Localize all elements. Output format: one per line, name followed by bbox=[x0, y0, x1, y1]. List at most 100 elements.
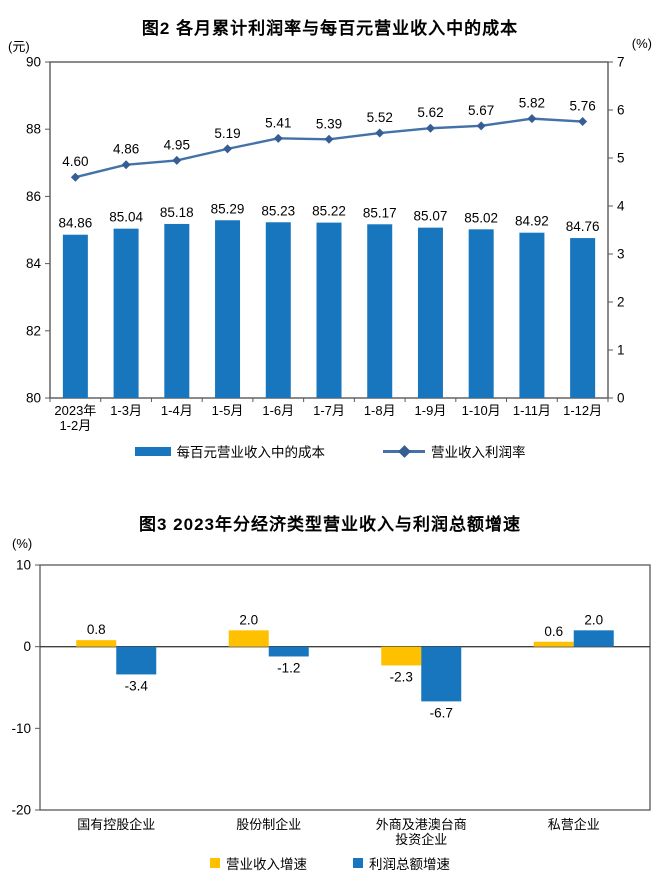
x-category-label: 1-11月 bbox=[513, 403, 551, 418]
cost-bar-label: 85.04 bbox=[109, 210, 143, 225]
left-tick-label: -20 bbox=[11, 803, 31, 818]
left-tick-label: -10 bbox=[11, 721, 31, 736]
cost-bar bbox=[164, 223, 190, 398]
cost-bar bbox=[215, 220, 241, 398]
line-marker bbox=[375, 128, 385, 138]
legend-label-profit-growth: 利润总额增速 bbox=[369, 857, 450, 872]
legend-item-profit-line: 营业收入利润率 bbox=[383, 441, 526, 461]
figure-2-title: 图2 各月累计利润率与每百元营业收入中的成本 bbox=[141, 19, 519, 38]
figure-3-legend: 营业收入增速 利润总额增速 bbox=[0, 853, 660, 873]
x-category-label: 1-12月 bbox=[563, 403, 602, 418]
left-tick-label: 88 bbox=[26, 122, 41, 137]
x-category-label: 国有控股企业 bbox=[77, 817, 155, 832]
cost-bar-label: 85.18 bbox=[160, 205, 194, 220]
profit-rate-label: 5.82 bbox=[519, 96, 545, 111]
plot-border bbox=[39, 564, 651, 811]
profit-rate-label: 5.67 bbox=[468, 103, 494, 118]
legend-item-revenue-growth: 营业收入增速 bbox=[210, 853, 307, 873]
figure-3-plot-canvas: 10 0 -10 -20 0.8 -3.4 国有控股企业 2.0 -1.2 股份制企业 -2.3 -6… bbox=[11, 558, 651, 847]
right-tick-label: 3 bbox=[617, 247, 625, 262]
line-marker bbox=[223, 144, 233, 154]
line-marker bbox=[172, 155, 182, 165]
x-category-label: 1-2月 bbox=[59, 418, 91, 433]
x-category-label: 1-5月 bbox=[212, 403, 244, 418]
bar-value-label: 2.0 bbox=[239, 612, 258, 627]
line-marker bbox=[273, 133, 283, 143]
cost-bar-label: 85.23 bbox=[261, 203, 295, 218]
line-series-swatch bbox=[383, 444, 425, 458]
x-category-label: 1-4月 bbox=[161, 403, 193, 418]
revenue-growth-bar bbox=[228, 630, 269, 647]
figure-3-axis-unit: (%) bbox=[12, 536, 33, 551]
cost-bar bbox=[113, 228, 139, 398]
left-tick-label: 90 bbox=[26, 55, 41, 70]
profit-rate-label: 5.39 bbox=[316, 116, 342, 131]
x-category-label: 1-6月 bbox=[262, 403, 294, 418]
bar-value-label: -2.3 bbox=[390, 669, 413, 684]
revenue-growth-bar bbox=[381, 646, 422, 666]
bar-value-label: 2.0 bbox=[584, 612, 603, 627]
bar-value-label: -1.2 bbox=[277, 660, 300, 675]
right-tick-label: 5 bbox=[617, 151, 625, 166]
figure-3-grouped-bar-chart: 图3 2023年分经济类型营业收入与利润总额增速 (%) 10 0 -10 -20 0.… bbox=[0, 490, 660, 885]
cost-bar-label: 85.29 bbox=[211, 201, 245, 216]
legend-item-profit-growth: 利润总额增速 bbox=[353, 853, 450, 873]
left-tick-label: 0 bbox=[23, 639, 31, 654]
profit-growth-bar bbox=[268, 646, 309, 657]
x-category-label: 外商及港澳台商 bbox=[376, 817, 467, 832]
cost-bar bbox=[316, 222, 342, 398]
revenue-growth-bar bbox=[533, 641, 574, 647]
cost-bar-label: 85.02 bbox=[464, 210, 498, 225]
cost-bar-label: 85.07 bbox=[414, 209, 448, 224]
figure-3-title: 图3 2023年分经济类型营业收入与利润总额增速 bbox=[139, 515, 521, 534]
profit-rate-label: 4.95 bbox=[164, 137, 190, 152]
cost-bar bbox=[519, 232, 545, 398]
legend-label-revenue-growth: 营业收入增速 bbox=[226, 857, 307, 872]
right-tick-label: 2 bbox=[617, 295, 625, 310]
legend-item-cost-bars: 每百元营业收入中的成本 bbox=[134, 441, 326, 461]
right-tick-label: 6 bbox=[617, 103, 625, 118]
left-tick-label: 84 bbox=[26, 256, 42, 271]
legend-label-cost: 每百元营业收入中的成本 bbox=[176, 445, 326, 460]
x-category-label: 1-8月 bbox=[364, 403, 396, 418]
profit-rate-label: 5.41 bbox=[265, 115, 291, 130]
revenue-growth-bar bbox=[76, 640, 117, 647]
cost-bar bbox=[265, 222, 291, 398]
cost-bar bbox=[417, 227, 443, 398]
cost-bar bbox=[367, 224, 393, 398]
line-marker bbox=[121, 160, 131, 170]
right-tick-label: 4 bbox=[617, 199, 625, 214]
figure-2-legend: 每百元营业收入中的成本 营业收入利润率 bbox=[0, 441, 660, 461]
cost-bar bbox=[468, 229, 494, 398]
profit-growth-bar bbox=[573, 630, 614, 647]
x-category-label: 1-9月 bbox=[415, 403, 447, 418]
line-marker bbox=[578, 117, 588, 127]
profit-growth-bar bbox=[116, 646, 157, 675]
figure-2-combo-chart: 图2 各月累计利润率与每百元营业收入中的成本 (元) (%) 90 88 86 84 8… bbox=[0, 19, 660, 461]
profit-growth-bar bbox=[421, 646, 462, 702]
bar-value-label: 0.8 bbox=[87, 622, 106, 637]
line-marker-swatch bbox=[398, 444, 411, 458]
x-category-label: 股份制企业 bbox=[236, 817, 301, 832]
cost-bar-label: 84.92 bbox=[515, 214, 549, 229]
figure-2-right-axis-unit: (%) bbox=[631, 36, 652, 51]
legend-label-profit-rate: 营业收入利润率 bbox=[431, 445, 526, 460]
x-category-label: 2023年 bbox=[54, 403, 96, 418]
profit-rate-label: 5.62 bbox=[417, 105, 443, 120]
left-tick-label: 82 bbox=[26, 323, 41, 338]
profit-rate-label: 4.86 bbox=[113, 142, 139, 157]
bar-value-label: -6.7 bbox=[430, 705, 453, 720]
left-tick-label: 80 bbox=[26, 391, 41, 406]
right-tick-label: 7 bbox=[617, 55, 625, 70]
line-marker bbox=[425, 123, 435, 133]
x-category-label: 1-3月 bbox=[110, 403, 142, 418]
bar-value-label: -3.4 bbox=[125, 678, 149, 693]
cost-bar bbox=[62, 234, 88, 398]
cost-bar-label: 84.86 bbox=[58, 216, 92, 231]
cost-bar-label: 84.76 bbox=[566, 219, 600, 234]
cost-bar-label: 85.17 bbox=[363, 205, 397, 220]
profit-series-swatch bbox=[353, 858, 363, 868]
line-marker bbox=[527, 114, 537, 124]
